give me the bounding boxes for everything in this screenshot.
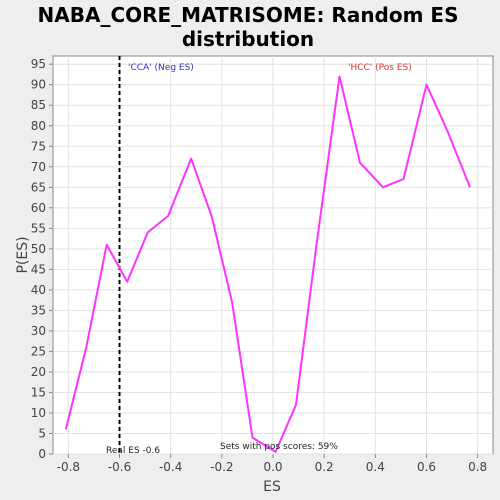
series-line <box>64 75 471 453</box>
x-tick-label: -0.2 <box>210 460 233 474</box>
y-tick-label: 40 <box>31 283 46 297</box>
x-tick-label: 0.0 <box>263 460 282 474</box>
y-tick-label: 20 <box>31 365 46 379</box>
y-axis: 0 5 10 15 20 25 30 35 40 45 50 55 60 65 70 75 80 85 90 95 <box>31 57 53 461</box>
y-tick-label: 85 <box>31 98 46 112</box>
y-tick-label: 45 <box>31 262 46 276</box>
y-tick-label: 60 <box>31 201 46 215</box>
x-tick-label: 0.4 <box>366 460 385 474</box>
y-tick-label: 0 <box>38 447 46 461</box>
chart-title-line2: distribution <box>182 27 314 51</box>
x-tick-label: 0.6 <box>417 460 436 474</box>
x-axis-label: ES <box>263 479 281 495</box>
y-tick-label: 55 <box>31 221 46 235</box>
real-es-label: Real ES -0.6 <box>106 446 160 456</box>
x-tick-label: 0.2 <box>315 460 334 474</box>
neg-es-label: 'CCA' (Neg ES) <box>128 63 194 73</box>
x-tick-label: -0.8 <box>57 460 80 474</box>
y-tick-label: 50 <box>31 242 46 256</box>
y-tick-label: 10 <box>31 406 46 420</box>
y-tick-label: 5 <box>38 426 46 440</box>
x-tick-label: 0.8 <box>468 460 487 474</box>
y-tick-label: 75 <box>31 139 46 153</box>
y-tick-label: 30 <box>31 324 46 338</box>
pos-es-label: 'HCC' (Pos ES) <box>348 63 412 73</box>
y-tick-label: 65 <box>31 180 46 194</box>
y-axis-label: P(ES) <box>15 236 31 273</box>
x-tick-label: -0.6 <box>108 460 131 474</box>
y-tick-label: 25 <box>31 344 46 358</box>
x-tick-label: -0.4 <box>159 460 182 474</box>
x-axis: -0.8 -0.6 -0.4 -0.2 0.0 0.2 0.4 0.6 0.8 <box>57 454 487 474</box>
pos-scores-label: Sets with pos scores: 59% <box>220 442 338 452</box>
y-tick-label: 15 <box>31 385 46 399</box>
y-tick-label: 95 <box>31 57 46 71</box>
chart-title-line1: NABA_CORE_MATRISOME: Random ES <box>38 3 459 27</box>
y-tick-label: 90 <box>31 78 46 92</box>
y-tick-label: 80 <box>31 119 46 133</box>
y-tick-label: 70 <box>31 160 46 174</box>
y-tick-label: 35 <box>31 303 46 317</box>
grid <box>53 56 493 455</box>
